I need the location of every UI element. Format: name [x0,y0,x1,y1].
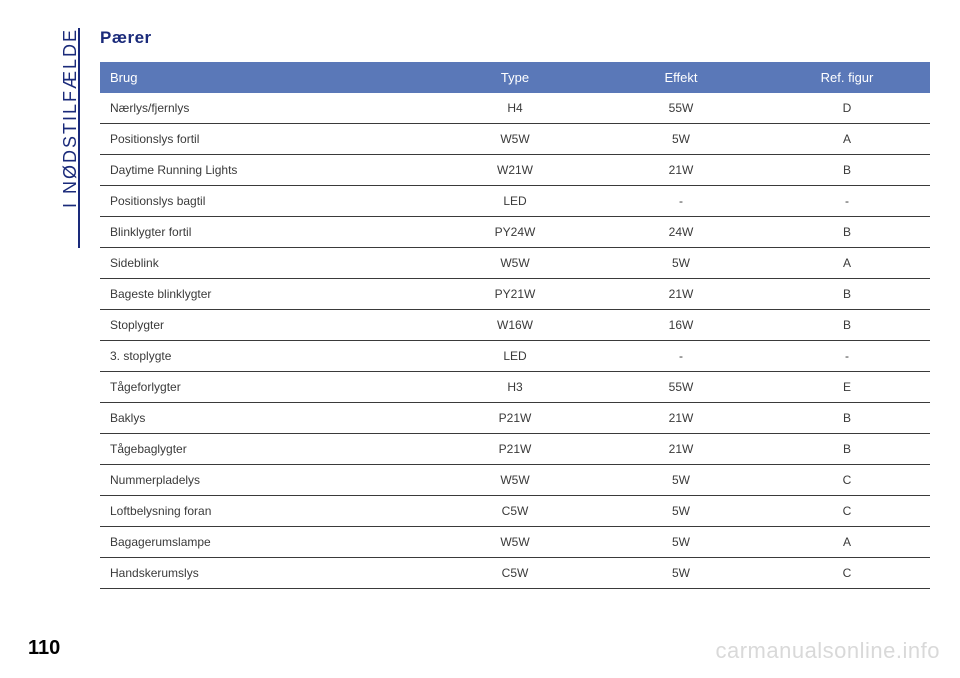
table-cell: B [764,403,930,434]
table-cell: C [764,558,930,589]
page-title: Pærer [100,28,930,48]
table-row: StoplygterW16W16WB [100,310,930,341]
table-cell: B [764,217,930,248]
table-cell: Nummerpladelys [100,465,432,496]
table-cell: Handskerumslys [100,558,432,589]
table-row: Loftbelysning foranC5W5WC [100,496,930,527]
table-cell: Bagagerumslampe [100,527,432,558]
table-cell: Nærlys/fjernlys [100,93,432,124]
page: I NØDSTILFÆLDE Pærer Brug Type Effekt Re… [0,0,960,678]
table-row: Daytime Running LightsW21W21WB [100,155,930,186]
table-cell: 21W [598,403,764,434]
table-cell: Baklys [100,403,432,434]
table-cell: C5W [432,496,598,527]
table-cell: E [764,372,930,403]
watermark: carmanualsonline.info [715,638,940,664]
table-cell: C [764,465,930,496]
table-cell: Positionslys fortil [100,124,432,155]
table-row: TågeforlygterH355WE [100,372,930,403]
col-brug: Brug [100,62,432,93]
table-cell: 5W [598,465,764,496]
table-cell: Daytime Running Lights [100,155,432,186]
table-cell: 5W [598,124,764,155]
table-cell: 55W [598,93,764,124]
table-cell: P21W [432,403,598,434]
table-cell: 55W [598,372,764,403]
table-cell: - [598,186,764,217]
table-row: Nærlys/fjernlysH455WD [100,93,930,124]
table-cell: LED [432,186,598,217]
table-cell: C5W [432,558,598,589]
table-cell: A [764,527,930,558]
table-cell: W16W [432,310,598,341]
table-row: Positionslys fortilW5W5WA [100,124,930,155]
table-row: NummerpladelysW5W5WC [100,465,930,496]
table-cell: W21W [432,155,598,186]
table-cell: 21W [598,279,764,310]
table-row: HandskerumslysC5W5WC [100,558,930,589]
table-row: Bageste blinklygterPY21W21WB [100,279,930,310]
page-number: 110 [28,637,60,660]
table-header-row: Brug Type Effekt Ref. figur [100,62,930,93]
col-effekt: Effekt [598,62,764,93]
col-type: Type [432,62,598,93]
table-header: Brug Type Effekt Ref. figur [100,62,930,93]
table-cell: 24W [598,217,764,248]
table-row: BagagerumslampeW5W5WA [100,527,930,558]
table-cell: - [764,186,930,217]
side-section-label: I NØDSTILFÆLDE [60,28,81,208]
table-body: Nærlys/fjernlysH455WDPositionslys fortil… [100,93,930,589]
table-cell: Stoplygter [100,310,432,341]
table-cell: W5W [432,527,598,558]
table-cell: W5W [432,248,598,279]
table-cell: A [764,248,930,279]
table-cell: - [598,341,764,372]
table-row: Positionslys bagtilLED-- [100,186,930,217]
table-cell: D [764,93,930,124]
table-cell: Tågeforlygter [100,372,432,403]
table-cell: W5W [432,124,598,155]
table-cell: Positionslys bagtil [100,186,432,217]
table-cell: 5W [598,496,764,527]
table-cell: 5W [598,527,764,558]
table-cell: 5W [598,248,764,279]
table-row: TågebaglygterP21W21WB [100,434,930,465]
table-cell: 21W [598,434,764,465]
table-row: BaklysP21W21WB [100,403,930,434]
table-cell: B [764,310,930,341]
table-row: 3. stoplygteLED-- [100,341,930,372]
table-cell: H3 [432,372,598,403]
table-cell: B [764,155,930,186]
table-cell: PY21W [432,279,598,310]
table-cell: - [764,341,930,372]
table-cell: C [764,496,930,527]
table-cell: Blinklygter fortil [100,217,432,248]
table-row: Blinklygter fortilPY24W24WB [100,217,930,248]
table-cell: W5W [432,465,598,496]
table-cell: Loftbelysning foran [100,496,432,527]
table-cell: PY24W [432,217,598,248]
table-cell: B [764,434,930,465]
table-cell: Bageste blinklygter [100,279,432,310]
table-cell: 3. stoplygte [100,341,432,372]
bulb-table: Brug Type Effekt Ref. figur Nærlys/fjern… [100,62,930,589]
side-label-container: I NØDSTILFÆLDE [60,28,80,248]
table-cell: B [764,279,930,310]
table-cell: 16W [598,310,764,341]
table-cell: Sideblink [100,248,432,279]
table-cell: Tågebaglygter [100,434,432,465]
table-cell: 21W [598,155,764,186]
table-cell: A [764,124,930,155]
table-row: SideblinkW5W5WA [100,248,930,279]
col-ref: Ref. figur [764,62,930,93]
content-area: Pærer Brug Type Effekt Ref. figur Nærlys… [100,28,930,589]
table-cell: LED [432,341,598,372]
table-cell: 5W [598,558,764,589]
table-cell: P21W [432,434,598,465]
table-cell: H4 [432,93,598,124]
